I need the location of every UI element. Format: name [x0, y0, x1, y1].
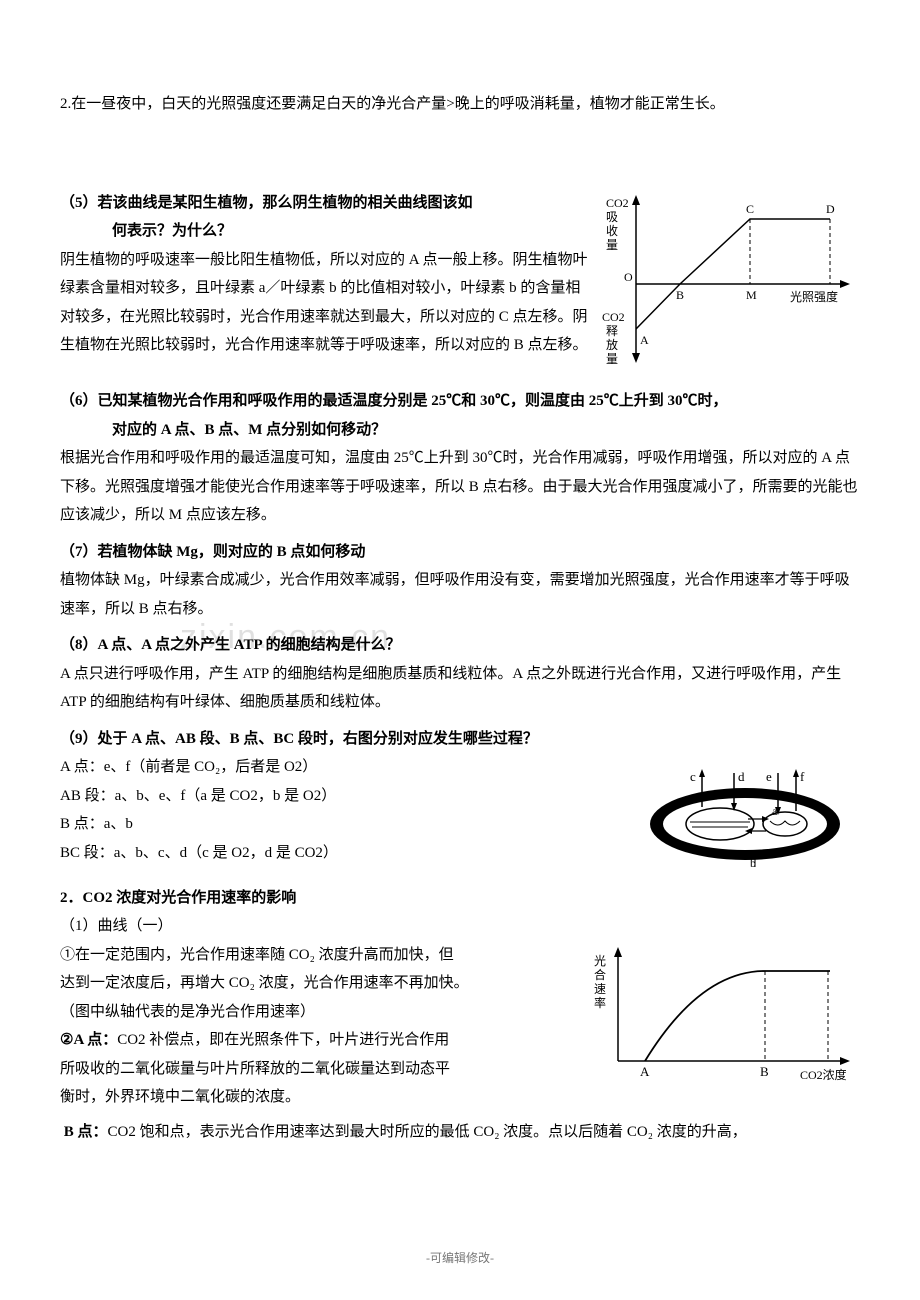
svg-text:释: 释 [606, 324, 618, 338]
figure-co2: 光 合 速 率 A B CO2浓度 [590, 941, 860, 1102]
svg-text:量: 量 [606, 352, 618, 366]
footer: -可编辑修改- [0, 1247, 920, 1270]
q6-heading2: 对应的 A 点、B 点、M 点分别如何移动？ [60, 416, 860, 445]
svg-text:d: d [738, 769, 745, 784]
q6-heading: （6）已知某植物光合作用和呼吸作用的最适温度分别是 25℃和 30℃，则温度由 … [60, 387, 860, 416]
q7-heading: （7）若植物体缺 Mg，则对应的 B 点如何移动 [60, 538, 860, 567]
q9-block: c d e f a b A 点：e、f（前者是 CO₂，后者是 O2） AB 段… [60, 753, 860, 880]
svg-text:O: O [624, 270, 633, 284]
svg-text:B: B [676, 288, 684, 302]
svg-text:光: 光 [594, 954, 606, 968]
svg-text:a: a [772, 804, 778, 818]
svg-text:A: A [640, 1064, 650, 1079]
svg-text:M: M [746, 288, 757, 302]
figure-light-intensity: CO2 吸 收 量 CO2 释 放 量 O A B C M [600, 189, 860, 380]
svg-text:c: c [690, 769, 696, 784]
svg-text:速: 速 [594, 982, 606, 996]
svg-text:A: A [640, 333, 649, 347]
svg-text:C: C [746, 202, 754, 216]
q7-body: 植物体缺 Mg，叶绿素合成减少，光合作用效率减弱，但呼吸作用没有变，需要增加光照… [60, 566, 860, 623]
svg-text:CO2: CO2 [606, 196, 629, 210]
sec2-c1: （1）曲线（一） [60, 912, 860, 941]
svg-text:放: 放 [606, 337, 618, 352]
svg-text:D: D [826, 202, 835, 216]
sec2-title: 2．CO2 浓度对光合作用速率的影响 [60, 884, 860, 913]
svg-text:CO2: CO2 [602, 310, 625, 324]
gap [60, 121, 860, 181]
figure-cell: c d e f a b [630, 759, 860, 880]
svg-text:收: 收 [606, 224, 618, 238]
q8-body: A 点只进行呼吸作用，产生 ATP 的细胞结构是细胞质基质和线粒体。A 点之外既… [60, 660, 860, 717]
svg-text:f: f [800, 769, 805, 784]
svg-text:率: 率 [594, 995, 606, 1010]
svg-text:量: 量 [606, 238, 618, 252]
q6-body: 根据光合作用和呼吸作用的最适温度可知，温度由 25℃上升到 30℃时，光合作用减… [60, 444, 860, 530]
q9-heading: （9）处于 A 点、AB 段、B 点、BC 段时，右图分别对应发生哪些过程？ [60, 725, 860, 754]
svg-text:吸: 吸 [606, 210, 618, 224]
svg-text:e: e [766, 769, 772, 784]
svg-text:合: 合 [594, 967, 606, 982]
sec2-p3: B 点：CO2 饱和点，表示光合作用速率达到最大时所应的最低 CO₂ 浓度。点以… [60, 1118, 860, 1147]
svg-text:b: b [750, 856, 756, 869]
q5-block: CO2 吸 收 量 CO2 释 放 量 O A B C M [60, 189, 860, 380]
svg-text:B: B [760, 1064, 769, 1079]
sec2-block: 光 合 速 率 A B CO2浓度 ①在一定范围内，光合作用速率随 CO₂ 浓度… [60, 941, 860, 1112]
svg-text:CO2浓度: CO2浓度 [800, 1067, 847, 1082]
svg-text:光照强度: 光照强度 [790, 289, 838, 304]
intro-line: 2.在一昼夜中，白天的光照强度还要满足白天的净光合产量>晚上的呼吸消耗量，植物才… [60, 90, 860, 119]
q8-heading: （8）A 点、A 点之外产生 ATP 的细胞结构是什么？ [60, 631, 860, 660]
